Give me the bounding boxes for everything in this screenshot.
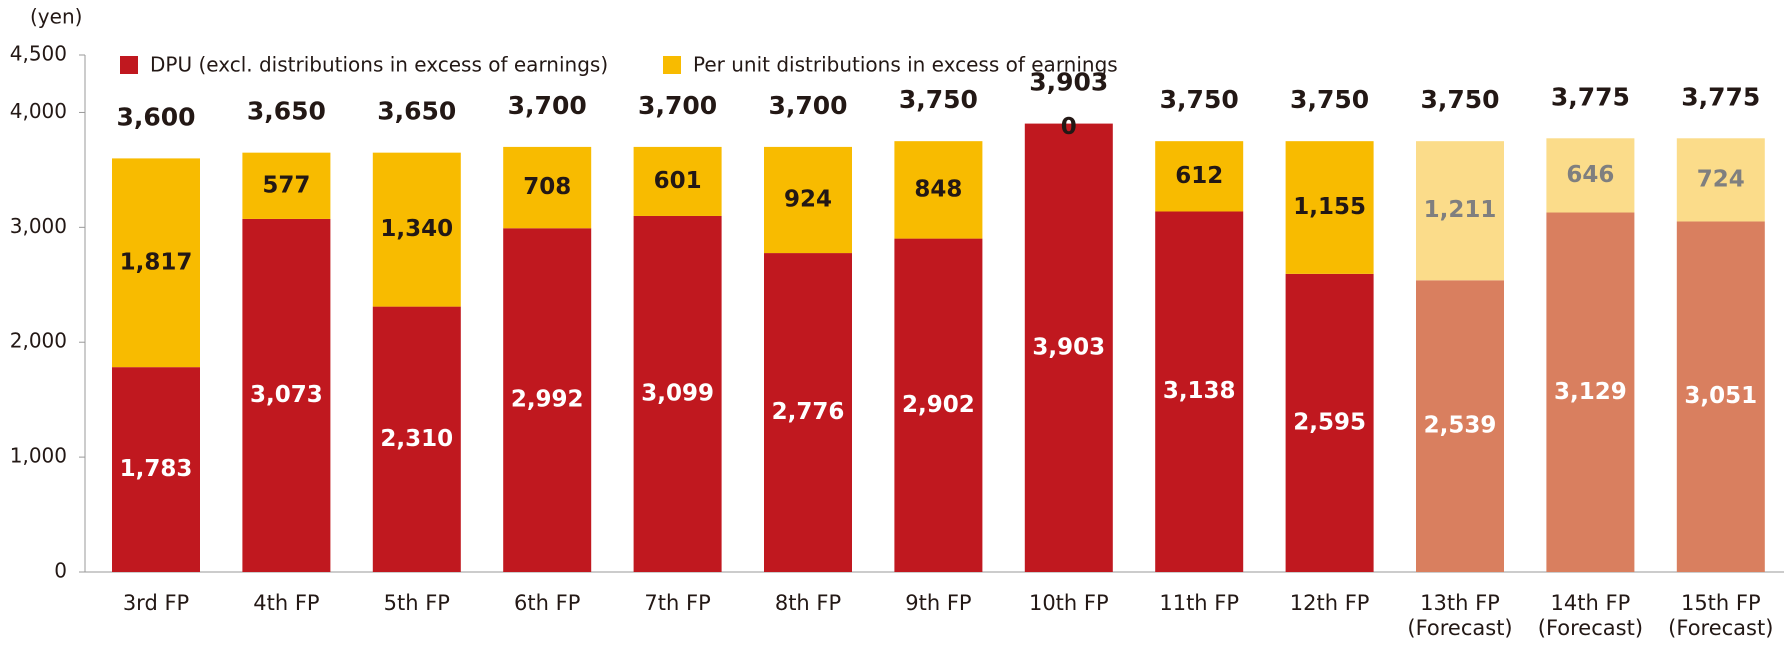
value-label: 2,992 — [511, 387, 584, 413]
value-label: 1,211 — [1424, 197, 1497, 223]
x-tick-label: 14th FP (Forecast) — [1538, 591, 1643, 640]
y-tick-label: 1,000 — [10, 444, 67, 468]
bar-segment — [1546, 138, 1635, 213]
bar-segment — [894, 238, 983, 572]
bar-segment — [1676, 138, 1765, 222]
value-label: 3,099 — [641, 380, 714, 406]
value-label: 1,340 — [380, 216, 453, 242]
bar-segment — [242, 152, 331, 219]
value-label: 3,129 — [1554, 379, 1627, 405]
x-tick-label: 13th FP (Forecast) — [1407, 591, 1512, 640]
bar-segment — [1024, 123, 1113, 572]
bar-segment — [1285, 273, 1374, 572]
value-label: 3,073 — [250, 382, 323, 408]
value-label: 708 — [523, 174, 571, 200]
x-tick-label: 8th FP — [775, 591, 841, 615]
legend-label: DPU (excl. distributions in excess of ea… — [150, 53, 608, 77]
bar-segment — [1416, 280, 1504, 572]
x-tick-label: 3rd FP — [123, 591, 189, 615]
y-axis-label: (yen) — [30, 5, 82, 29]
y-tick-label: 4,500 — [10, 42, 67, 66]
total-label: 3,650 — [377, 97, 456, 126]
x-tick-label: 5th FP — [384, 591, 450, 615]
total-label: 3,750 — [899, 85, 978, 114]
value-label: 924 — [784, 186, 832, 212]
total-label: 3,750 — [1290, 85, 1369, 114]
value-label: 2,902 — [902, 392, 975, 418]
bar-segment — [894, 141, 983, 239]
total-label: 3,903 — [1029, 68, 1108, 97]
total-label: 3,700 — [508, 91, 587, 120]
value-label: 612 — [1175, 163, 1223, 189]
total-label: 3,775 — [1681, 82, 1760, 111]
total-label: 3,600 — [116, 102, 195, 131]
bar-segment — [1285, 141, 1374, 274]
y-tick-label: 4,000 — [10, 99, 67, 123]
bar-segment — [503, 146, 592, 229]
bar-segment — [372, 152, 461, 307]
bar-segment — [372, 306, 461, 572]
total-label: 3,650 — [247, 97, 326, 126]
bar-segment — [1155, 141, 1244, 212]
legend-swatch — [663, 56, 681, 74]
value-label: 2,310 — [380, 426, 453, 452]
bar-segment — [764, 253, 852, 572]
value-label: 0 — [1061, 114, 1077, 140]
x-tick-label: 6th FP — [514, 591, 580, 615]
x-tick-label: 15th FP (Forecast) — [1668, 591, 1773, 640]
value-label: 3,903 — [1032, 334, 1105, 360]
bar-segment — [633, 215, 722, 572]
total-label: 3,700 — [768, 91, 847, 120]
value-label: 601 — [654, 168, 702, 194]
bar-segment — [633, 146, 722, 216]
bar-segment — [112, 367, 200, 572]
value-label: 1,817 — [120, 249, 193, 275]
total-label: 3,750 — [1420, 85, 1499, 114]
bar-segment — [503, 228, 592, 572]
x-tick-label: 7th FP — [644, 591, 710, 615]
bar-segment — [1155, 211, 1244, 572]
value-label: 2,539 — [1424, 413, 1497, 439]
total-label: 3,700 — [638, 91, 717, 120]
legend-swatch — [120, 56, 138, 74]
value-label: 646 — [1566, 162, 1614, 188]
value-label: 577 — [262, 172, 310, 198]
bar-segment — [1416, 141, 1504, 281]
x-tick-label: 10th FP — [1029, 591, 1109, 615]
value-label: 2,595 — [1293, 409, 1366, 435]
x-tick-label: 12th FP — [1290, 591, 1370, 615]
value-label: 3,138 — [1163, 378, 1236, 404]
y-tick-label: 0 — [54, 559, 67, 583]
total-label: 3,750 — [1160, 85, 1239, 114]
value-label: 1,155 — [1293, 194, 1366, 220]
total-label: 3,775 — [1551, 82, 1630, 111]
y-tick-label: 2,000 — [10, 329, 67, 353]
bar-segment — [242, 218, 331, 572]
value-label: 1,783 — [120, 456, 193, 482]
bar-segment — [1676, 221, 1765, 572]
x-tick-label: 9th FP — [905, 591, 971, 615]
value-label: 724 — [1697, 166, 1745, 192]
value-label: 2,776 — [772, 399, 845, 425]
bar-segment — [112, 158, 200, 368]
x-tick-label: 4th FP — [253, 591, 319, 615]
bar-segment — [1546, 212, 1635, 572]
x-tick-label: 11th FP — [1159, 591, 1239, 615]
y-tick-label: 3,000 — [10, 214, 67, 238]
bar-segment — [764, 146, 852, 254]
legend-label: Per unit distributions in excess of earn… — [693, 53, 1118, 77]
value-label: 3,051 — [1684, 383, 1757, 409]
value-label: 848 — [914, 176, 962, 202]
